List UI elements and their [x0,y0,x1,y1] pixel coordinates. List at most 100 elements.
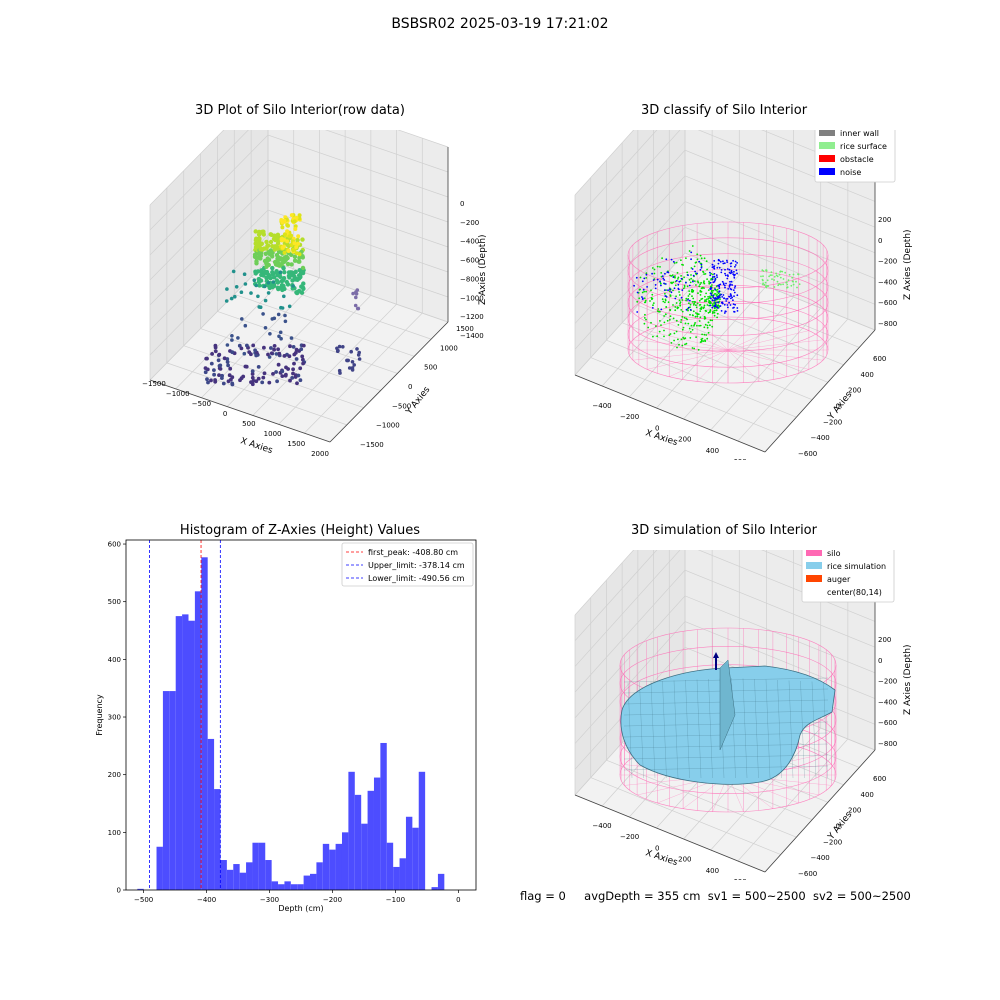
noise-point [713,273,716,275]
data-point [282,218,287,223]
noise-point [709,271,711,274]
data-point [209,378,213,383]
noise-point [710,297,712,300]
rice-point [693,324,695,327]
rice-point [719,298,721,301]
noise-point [694,270,696,273]
rice-point [680,275,682,277]
histogram-bar [361,823,368,890]
rice-point [713,307,716,310]
y-tick-label: 100 [108,829,121,837]
noise-point [672,260,675,263]
data-point [269,346,273,350]
rice-point [671,274,674,277]
noise-point [721,280,724,283]
data-point [275,379,279,384]
noise-point [719,260,722,263]
histogram-bar [373,777,381,890]
x-tick-label: 200 [678,436,691,444]
noise-point [734,264,737,266]
silo-spoke [727,349,760,382]
rice-point [694,322,696,324]
grid-line [574,550,876,616]
noise-point [733,311,736,313]
rice-point [786,283,789,286]
rice-point [702,270,704,273]
data-point [285,261,291,267]
data-point [283,319,288,324]
classify3d-points [633,245,801,351]
rice-point [670,281,672,284]
rice-point [784,271,787,274]
data-point [356,353,361,357]
noise-point [688,299,691,302]
data-point [284,255,289,261]
rice-point [779,271,781,273]
data-point [345,358,350,363]
data-point [262,345,266,350]
histogram-bar [137,888,144,890]
noise-point [717,296,720,298]
data-point [275,280,281,285]
rice-point [679,302,681,305]
rice-point [790,284,793,287]
noise-point [698,260,701,263]
x-axis-line [574,794,766,873]
silo-spoke [696,349,729,382]
data-point [233,294,237,299]
rice-point [659,320,661,322]
histogram-bar [220,860,227,890]
noise-point [722,260,724,263]
rice-point [703,306,705,308]
data-point [353,303,358,308]
noise-point [674,297,677,300]
histogram-ylabel: Frequency [95,694,104,736]
data-point [209,361,214,366]
rice-point [669,318,671,321]
noise-point [680,296,683,299]
noise-point [735,269,738,272]
surface-mesh-line [811,681,817,779]
noise-point [663,282,665,285]
surface-mesh-line [685,679,690,779]
rice-point [672,281,675,284]
rice-point [692,297,695,300]
data-point [287,304,292,309]
noise-point [687,306,690,309]
rice-point [704,299,706,301]
noise-point [722,262,725,265]
rice-point [709,324,711,327]
rice-point [665,306,668,308]
legend-label: Upper_limit: -378.14 cm [368,561,465,570]
rice-point [691,295,693,298]
rice-point [713,314,716,317]
data-point [213,345,218,350]
data-point [218,367,223,371]
noise-point [717,262,720,265]
noise-point [726,268,729,270]
grid-line [278,304,397,425]
y-tick-label: 200 [848,387,861,395]
x-tick-label: 1500 [287,440,305,448]
data-point [225,343,230,347]
noise-point [664,283,667,285]
rice-point [638,288,641,291]
data-point [275,232,281,237]
data-point [288,344,292,349]
legend-swatch [819,130,835,136]
data-point [259,268,264,273]
rice-point [678,343,680,346]
rice-point [688,302,690,305]
noise-point [642,288,645,291]
rice-point [662,300,665,303]
rice-point [649,300,651,302]
data-point [354,290,358,294]
noise-point [700,266,703,269]
data-point [230,375,235,380]
data-point [291,371,295,376]
rice-point [684,343,686,346]
data-point [283,313,287,318]
rice-point [703,287,705,289]
y-tick-label: 0 [117,887,121,895]
